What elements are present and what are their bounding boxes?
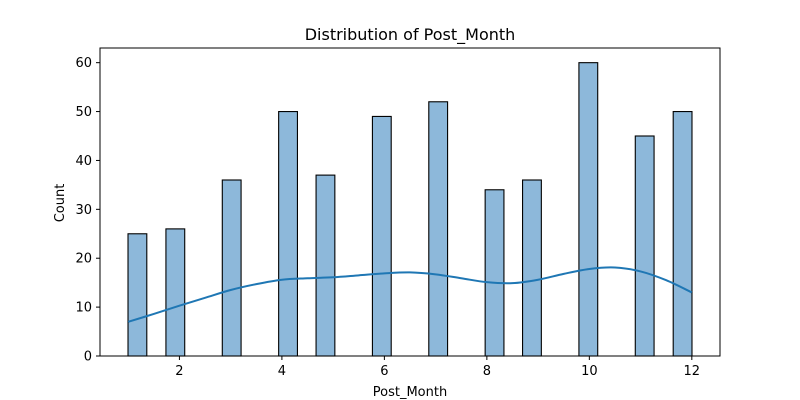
x-tick-label: 2 <box>175 364 183 379</box>
histogram-bar <box>165 228 186 357</box>
x-tick-label: 10 <box>581 364 598 379</box>
y-tick-label: 30 <box>75 203 92 218</box>
histogram-bar <box>578 62 599 357</box>
axes-frame <box>99 47 721 357</box>
histogram-bar <box>221 179 242 357</box>
histogram-bar <box>371 115 392 357</box>
y-tick-label: 10 <box>75 301 92 316</box>
y-tick-label: 60 <box>75 56 92 71</box>
y-tick-label: 50 <box>75 105 92 120</box>
y-tick-label: 40 <box>75 154 92 169</box>
y-tick-label: 0 <box>84 350 92 365</box>
histogram-bar <box>278 111 298 357</box>
x-tick-label: 6 <box>380 364 388 379</box>
x-axis-title: Post_Month <box>373 385 447 400</box>
histogram-bar <box>634 135 655 357</box>
histogram-bar <box>672 111 693 357</box>
x-tick-label: 8 <box>483 364 491 379</box>
y-axis-title: Count <box>53 184 68 223</box>
x-tick-label: 12 <box>684 364 701 379</box>
chart-title: Distribution of Post_Month <box>305 25 516 45</box>
histogram-bar <box>315 174 336 357</box>
y-tick-label: 20 <box>75 252 92 267</box>
histogram-bar <box>127 233 148 357</box>
histogram-bar <box>428 101 449 357</box>
kde-curve <box>127 266 693 323</box>
x-tick-label: 4 <box>278 364 286 379</box>
plot-area: 2 4 6 8 10 12 0 10 20 30 40 50 60 <box>75 47 721 379</box>
histogram-bar <box>484 189 505 357</box>
histogram-bar <box>522 179 542 357</box>
